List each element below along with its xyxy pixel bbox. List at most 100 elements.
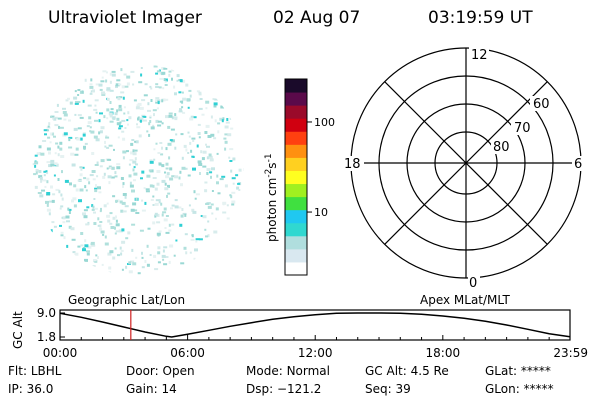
image-speckle (93, 207, 98, 210)
image-speckle (99, 130, 103, 134)
image-speckle (200, 215, 203, 217)
image-speckle (158, 162, 162, 166)
image-speckle (165, 162, 169, 166)
image-speckle (87, 245, 92, 249)
image-speckle (116, 117, 120, 121)
image-speckle (222, 201, 227, 205)
image-speckle (126, 119, 129, 122)
image-speckle (164, 182, 167, 186)
image-speckle (79, 166, 83, 169)
image-speckle (39, 194, 44, 198)
image-speckle (221, 175, 226, 178)
image-speckle (114, 112, 118, 116)
colorbar-cell (285, 209, 307, 224)
image-speckle (183, 144, 187, 148)
image-speckle (113, 148, 115, 151)
image-speckle (127, 111, 130, 115)
image-speckle (183, 246, 187, 250)
image-speckle (106, 97, 110, 101)
image-speckle (168, 260, 171, 264)
image-speckle (159, 77, 164, 80)
image-speckle (129, 181, 132, 185)
image-speckle (213, 102, 218, 106)
image-speckle (122, 184, 124, 188)
image-speckle (116, 109, 119, 113)
footer-seq: Seq: 39 (365, 382, 411, 396)
image-speckle (167, 184, 170, 188)
image-speckle (174, 199, 178, 202)
image-speckle (93, 108, 98, 111)
image-speckle (106, 167, 109, 170)
footer-dsp: Dsp: −121.2 (246, 382, 322, 396)
image-speckle (102, 70, 107, 73)
image-speckle (138, 81, 143, 84)
image-speckle (53, 117, 57, 121)
image-speckle (59, 207, 62, 210)
image-speckle (198, 238, 203, 241)
image-speckle (145, 190, 150, 193)
colorbar-cell (285, 131, 307, 145)
image-speckle (164, 171, 166, 174)
image-speckle (47, 125, 50, 128)
image-speckle (231, 177, 236, 180)
image-speckle (131, 223, 136, 226)
image-speckle (135, 256, 138, 259)
mlt-label-6: 6 (574, 157, 582, 172)
image-speckle (60, 234, 64, 237)
colorbar-ticks: 10 100 (307, 116, 335, 219)
image-speckle (194, 197, 197, 200)
image-speckle (99, 210, 102, 213)
image-speckle (169, 139, 173, 142)
image-speckle (226, 217, 230, 220)
image-speckle (40, 179, 43, 183)
image-speckle (164, 256, 169, 258)
image-speckle (152, 204, 155, 206)
image-speckle (231, 191, 236, 194)
colorbar-cell (285, 196, 307, 211)
mlt-label-0: 0 (469, 276, 477, 291)
image-speckle (133, 99, 137, 102)
image-speckle (57, 178, 60, 181)
image-speckle (213, 137, 217, 140)
image-speckle (58, 190, 61, 194)
image-speckle (46, 203, 49, 207)
image-speckle (129, 159, 134, 162)
image-speckle (34, 164, 37, 168)
image-speckle (121, 85, 125, 89)
image-speckle (74, 252, 79, 256)
image-speckle (130, 70, 135, 73)
image-speckle (158, 200, 161, 204)
image-speckle (184, 233, 188, 236)
image-speckle (119, 246, 122, 250)
image-speckle (176, 79, 179, 82)
image-speckle (173, 85, 176, 89)
image-speckle (35, 169, 39, 172)
image-speckle (180, 183, 183, 187)
image-speckle (125, 265, 128, 269)
image-speckle (168, 73, 171, 77)
image-speckle (115, 215, 117, 219)
image-speckle (92, 265, 96, 269)
image-speckle (116, 122, 121, 126)
image-speckle (130, 151, 134, 155)
image-speckle (120, 91, 125, 94)
image-speckle (166, 172, 170, 176)
image-speckle (132, 152, 137, 156)
image-speckle (181, 91, 184, 94)
image-speckle (46, 208, 51, 212)
image-speckle (192, 210, 197, 214)
image-speckle (94, 104, 97, 107)
image-speckle (52, 193, 56, 196)
image-speckle (164, 227, 167, 229)
image-speckle (227, 133, 232, 137)
image-speckle (216, 152, 219, 155)
image-speckle (114, 175, 118, 178)
image-speckle (76, 101, 81, 103)
image-speckle (92, 89, 95, 93)
image-speckle (155, 99, 158, 102)
image-speckle (149, 85, 152, 88)
colorbar-cell (285, 92, 307, 106)
image-speckle (43, 129, 48, 132)
image-speckle (67, 207, 70, 211)
image-speckle (35, 171, 38, 175)
